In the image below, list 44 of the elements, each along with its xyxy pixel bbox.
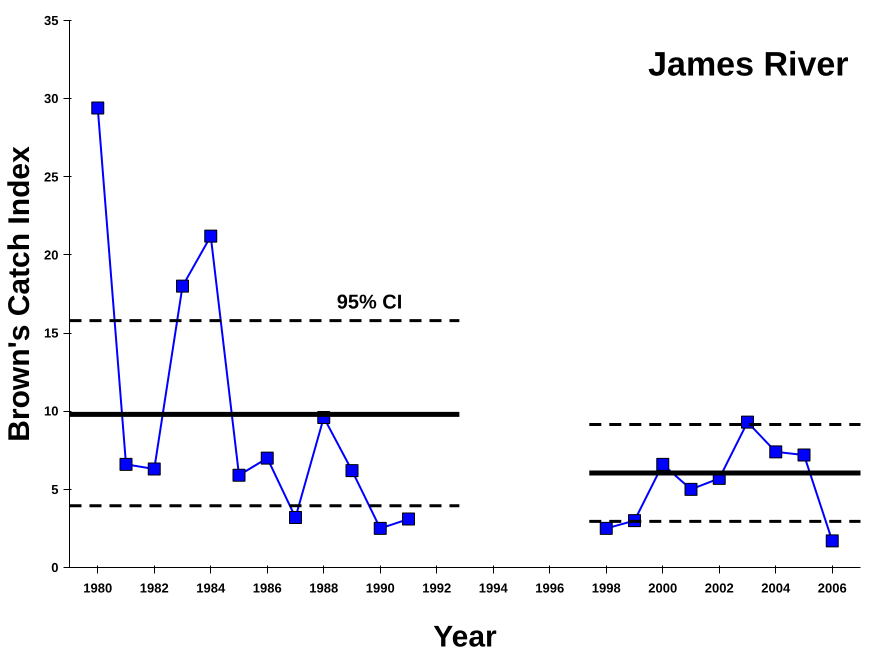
- point: [120, 458, 132, 471]
- x-tick-label: 1990: [366, 580, 395, 596]
- x-tick-label: 2002: [704, 580, 734, 596]
- x-axis-title: Year: [433, 620, 498, 654]
- x-tick-label: 1988: [309, 580, 338, 596]
- point: [204, 230, 218, 243]
- y-tick-label: 30: [44, 91, 59, 106]
- point: [684, 482, 698, 496]
- y-tick-label: 0: [51, 560, 59, 575]
- point: [374, 522, 387, 535]
- point: [346, 464, 358, 478]
- y-tick-label: 20: [44, 247, 59, 262]
- point: [798, 448, 810, 462]
- x-tick-label: 2006: [818, 580, 847, 596]
- point: [402, 512, 415, 526]
- x-tick-label: 1992: [422, 580, 452, 596]
- point: [769, 445, 782, 458]
- point: [826, 534, 839, 548]
- point: [260, 452, 274, 465]
- annotation: 95% CI: [336, 292, 402, 314]
- text: James River: [648, 46, 849, 84]
- x-tick-label: 1996: [535, 580, 564, 596]
- point: [600, 522, 613, 535]
- x-tick-label: 1982: [140, 580, 169, 596]
- y-tick-label: 35: [44, 13, 59, 28]
- x-tick-label: 2000: [648, 580, 678, 596]
- x-tick-label: 1998: [592, 580, 621, 596]
- y-tick-label: 25: [44, 169, 59, 184]
- point: [289, 510, 302, 524]
- x-tick-label: 1980: [83, 580, 112, 596]
- point: [232, 468, 246, 482]
- x-tick-label: 1986: [252, 580, 282, 596]
- point: [148, 462, 161, 476]
- point: [176, 280, 189, 293]
- x-tick-label: 2004: [761, 580, 791, 596]
- point: [656, 458, 670, 471]
- point: [91, 102, 104, 115]
- y-tick-label: 10: [44, 404, 59, 419]
- x-tick-label: 1984: [196, 580, 226, 596]
- x-tick-label: 1994: [478, 580, 508, 596]
- point: [741, 416, 754, 429]
- y-tick-label: 5: [51, 482, 59, 497]
- y-axis-title: Brown's Catch Index: [3, 146, 36, 442]
- y-tick-label: 15: [44, 326, 59, 341]
